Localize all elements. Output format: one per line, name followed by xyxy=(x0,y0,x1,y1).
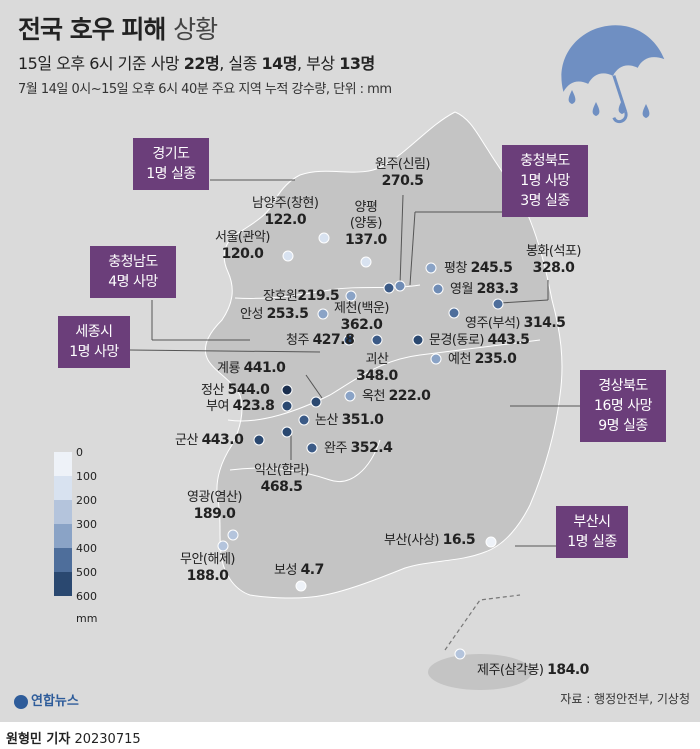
station-dot-jecheon xyxy=(383,282,395,294)
station-dot-jeongsan xyxy=(281,384,293,396)
station-dot-bonghwa xyxy=(492,298,504,310)
legend-swatch xyxy=(54,452,72,476)
station-dot-wanju xyxy=(306,442,318,454)
station-label-busan: 부산(사상) 16.5 xyxy=(384,532,476,548)
legend-tick: 100 xyxy=(76,470,97,483)
region-box-busan: 부산시 1명 실종 xyxy=(556,506,628,558)
logo-circle-icon xyxy=(14,694,28,709)
legend-tick: 200 xyxy=(76,494,97,507)
leader-lines xyxy=(129,179,580,547)
station-label-anseong: 안성 253.5 xyxy=(240,306,309,322)
station-dot-cheongju xyxy=(343,334,355,346)
rainfall-legend: 0 100 200 300 400 500 600 mm xyxy=(54,446,97,625)
legend-unit: mm xyxy=(76,612,98,625)
station-label-cheongju: 청주 427.8 xyxy=(286,332,355,348)
station-dot-busan xyxy=(485,536,497,548)
region-box-chungbuk: 충청북도 1명 사망 3명 실종 xyxy=(502,145,588,217)
casualty-summary: 15일 오후 6시 기준 사망 22명, 실종 14명, 부상 13명 xyxy=(18,54,375,73)
station-label-goesan: 괴산 348.0 xyxy=(356,352,398,384)
station-label-bonghwa: 봉화(석포) 328.0 xyxy=(526,244,581,276)
sea-divider xyxy=(444,594,521,651)
station-dot-jeju xyxy=(454,648,466,660)
region-box-gyeongbuk: 경상북도 16명 사망 9명 실종 xyxy=(580,370,666,442)
station-label-yeongju: 영주(부석) 314.5 xyxy=(465,315,566,331)
station-label-jecheon: 제천(백운) 362.0 xyxy=(334,301,389,333)
region-box-sejong: 세종시 1명 사망 xyxy=(58,316,130,368)
station-label-yeonggwang: 영광(염산) 189.0 xyxy=(187,490,242,522)
station-label-muan: 무안(해제) 188.0 xyxy=(180,552,235,584)
jeju-island-shape xyxy=(428,654,532,690)
legend-tick: 300 xyxy=(76,518,97,531)
station-label-jeju: 제주(삼각봉) 184.0 xyxy=(477,662,589,678)
legend-tick: 0 xyxy=(76,446,83,459)
station-label-yeongwol: 영월 283.3 xyxy=(450,281,519,297)
station-dot-gunsan xyxy=(253,434,265,446)
station-dot-namyangju xyxy=(318,232,330,244)
station-dot-goesan xyxy=(371,334,383,346)
legend-tick: 600 xyxy=(76,590,97,603)
legend-tick: 500 xyxy=(76,566,97,579)
station-label-namyangju: 남양주(창현) 122.0 xyxy=(252,196,319,228)
station-dot-anseong xyxy=(317,308,329,320)
legend-swatch xyxy=(54,548,72,572)
station-label-wanju: 완주 352.4 xyxy=(324,440,393,456)
station-label-wonju: 원주(신림) 270.5 xyxy=(375,157,430,189)
station-label-okcheon: 옥천 222.0 xyxy=(362,388,431,404)
station-label-buyeo: 부여 423.8 xyxy=(206,398,275,414)
station-label-iksan: 익산(함라) 468.5 xyxy=(254,463,309,495)
station-label-boseong: 보성 4.7 xyxy=(274,562,324,578)
page-title: 전국 호우 피해 상황 xyxy=(18,15,218,44)
agency-logo: 연합뉴스 xyxy=(14,690,79,709)
umbrella-icon xyxy=(561,25,665,124)
byline: 원형민 기자 20230715 xyxy=(6,732,141,747)
station-dot-boseong xyxy=(295,580,307,592)
station-dot-yangpyeong xyxy=(360,256,372,268)
station-label-yecheon: 예천 235.0 xyxy=(448,351,517,367)
station-label-jeongsan: 정산 544.0 xyxy=(201,382,270,398)
legend-tick: 400 xyxy=(76,542,97,555)
station-label-seoul: 서울(관악) 120.0 xyxy=(215,230,270,262)
station-dot-yeongju xyxy=(448,307,460,319)
station-dot-yeongwol xyxy=(432,283,444,295)
legend-swatch xyxy=(54,476,72,500)
station-label-nonsan: 논산 351.0 xyxy=(315,412,384,428)
station-dot-nonsan xyxy=(298,414,310,426)
station-dot-pyeongchang xyxy=(425,262,437,274)
station-label-gyeryong: 계룡 441.0 xyxy=(217,360,286,376)
mainland-shape xyxy=(204,111,563,599)
station-dot-muan xyxy=(217,540,229,552)
rainfall-note: 7월 14일 0시~15일 오후 6시 40분 주요 지역 누적 강수량, 단위… xyxy=(18,82,392,97)
station-dot-iksan xyxy=(281,426,293,438)
station-dot-okcheon xyxy=(344,390,356,402)
korea-map xyxy=(129,111,580,690)
map-canvas: 전국 호우 피해 상황 15일 오후 6시 기준 사망 22명, 실종 14명,… xyxy=(0,0,700,722)
legend-swatch xyxy=(54,500,72,524)
station-dot-wonju xyxy=(394,280,406,292)
region-box-chungnam: 충청남도 4명 사망 xyxy=(90,246,176,298)
station-dot-mungyeong xyxy=(412,334,424,346)
station-label-mungyeong: 문경(동로) 443.5 xyxy=(429,332,530,348)
source-text: 자료 : 행정안전부, 기상청 xyxy=(560,692,690,706)
station-label-gunsan: 군산 443.0 xyxy=(175,432,244,448)
station-label-janghowon: 장호원219.5 xyxy=(263,288,340,304)
station-dot-gyeryong xyxy=(310,396,322,408)
station-dot-yecheon xyxy=(430,353,442,365)
station-label-pyeongchang: 평창 245.5 xyxy=(444,260,513,276)
station-label-yangpyeong: 양평 (양동) 137.0 xyxy=(345,200,387,248)
station-dot-seoul xyxy=(282,250,294,262)
station-dot-buyeo xyxy=(281,400,293,412)
station-dot-yeonggwang xyxy=(227,529,239,541)
station-dot-janghowon xyxy=(345,290,357,302)
legend-swatch xyxy=(54,524,72,548)
legend-swatch xyxy=(54,572,72,596)
region-box-gyeonggi: 경기도 1명 실종 xyxy=(133,138,209,190)
